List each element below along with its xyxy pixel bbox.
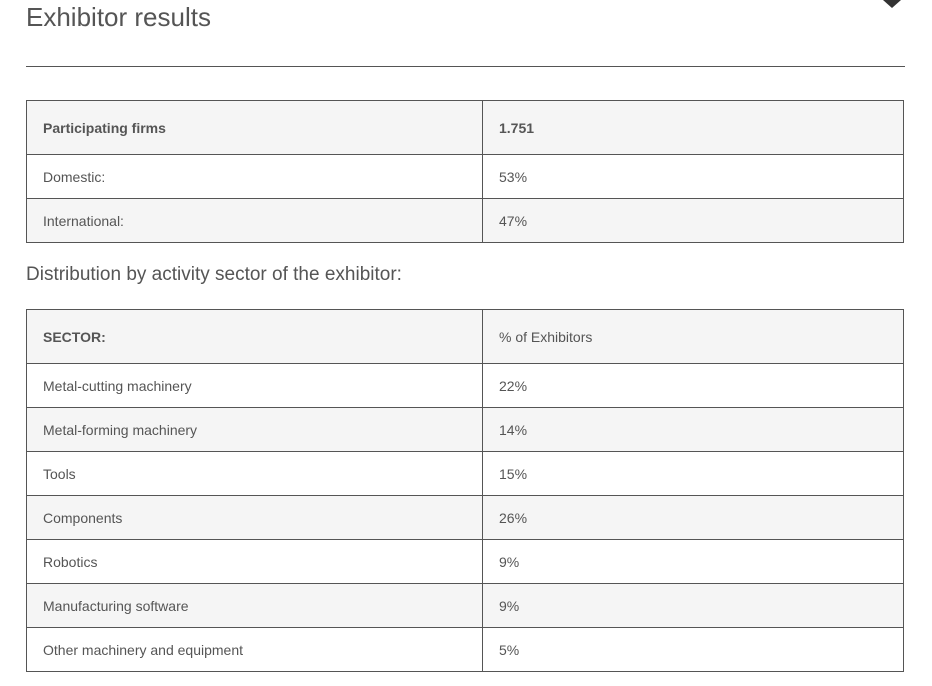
sector-distribution-table: SECTOR: % of Exhibitors Metal-cutting ma…	[26, 309, 904, 672]
row-value: 9%	[482, 539, 904, 584]
sector-column-header: SECTOR:	[26, 309, 483, 364]
row-label: International:	[26, 198, 483, 243]
row-label: Domestic:	[26, 154, 483, 199]
row-value: 53%	[482, 154, 904, 199]
table-header-row: Participating firms 1.751	[26, 100, 904, 155]
row-value: 47%	[482, 198, 904, 243]
table-row: Domestic: 53%	[26, 154, 904, 199]
row-label: Manufacturing software	[26, 583, 483, 628]
percent-column-header: % of Exhibitors	[482, 309, 904, 364]
row-value: 9%	[482, 583, 904, 628]
row-label: Metal-forming machinery	[26, 407, 483, 452]
participating-firms-count: 1.751	[482, 100, 904, 155]
row-label: Tools	[26, 451, 483, 496]
table-row: Metal-cutting machinery 22%	[26, 363, 904, 408]
table-row: Other machinery and equipment 5%	[26, 627, 904, 672]
row-label: Robotics	[26, 539, 483, 584]
participating-firms-table: Participating firms 1.751 Domestic: 53% …	[26, 100, 904, 243]
table-row: Components 26%	[26, 495, 904, 540]
table-row: Metal-forming machinery 14%	[26, 407, 904, 452]
participating-firms-label: Participating firms	[26, 100, 483, 155]
row-value: 15%	[482, 451, 904, 496]
row-value: 14%	[482, 407, 904, 452]
table-row: Tools 15%	[26, 451, 904, 496]
table-row: Manufacturing software 9%	[26, 583, 904, 628]
chevron-down-icon[interactable]	[883, 0, 901, 8]
table-row: International: 47%	[26, 198, 904, 243]
row-label: Other machinery and equipment	[26, 627, 483, 672]
sector-distribution-heading: Distribution by activity sector of the e…	[26, 264, 402, 285]
page-title: Exhibitor results	[26, 2, 211, 32]
table-row: Robotics 9%	[26, 539, 904, 584]
row-label: Metal-cutting machinery	[26, 363, 483, 408]
table-header-row: SECTOR: % of Exhibitors	[26, 309, 904, 364]
title-divider	[26, 66, 905, 67]
row-value: 22%	[482, 363, 904, 408]
row-label: Components	[26, 495, 483, 540]
row-value: 5%	[482, 627, 904, 672]
row-value: 26%	[482, 495, 904, 540]
